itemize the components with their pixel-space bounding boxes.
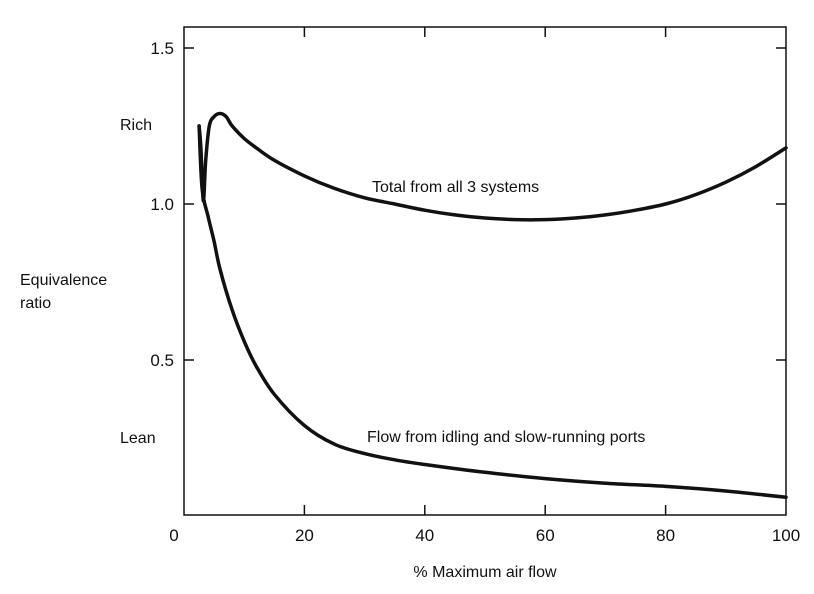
ticks: [184, 27, 786, 515]
x-tick-label: 60: [536, 526, 555, 545]
series-label-total: Total from all 3 systems: [372, 179, 539, 196]
plot-frame: [183, 26, 787, 516]
series-line-idle: [197, 124, 788, 500]
x-axis-label: % Maximum air flow: [413, 564, 557, 581]
x-tick-label: 40: [415, 526, 434, 545]
series-line-total: [197, 111, 788, 222]
x-tick-label: 0: [169, 526, 178, 545]
rich-label: Rich: [120, 117, 152, 134]
lean-label: Lean: [120, 430, 156, 447]
y-axis-label-line-1: Equivalence: [20, 272, 107, 289]
series-label-idle: Flow from idling and slow-running ports: [367, 429, 645, 446]
x-tick-label: 100: [772, 526, 800, 545]
y-axis-label-line-2: ratio: [20, 295, 51, 312]
y-tick-label: 1.0: [150, 195, 174, 214]
x-tick-label: 20: [295, 526, 314, 545]
y-tick-label: 0.5: [150, 351, 174, 370]
series-lines: [197, 111, 788, 500]
y-tick-label: 1.5: [150, 39, 174, 58]
x-tick-label: 80: [656, 526, 675, 545]
tick-labels: 0 20 40 60 80 100 0.5 1.0 1.5: [150, 39, 800, 545]
